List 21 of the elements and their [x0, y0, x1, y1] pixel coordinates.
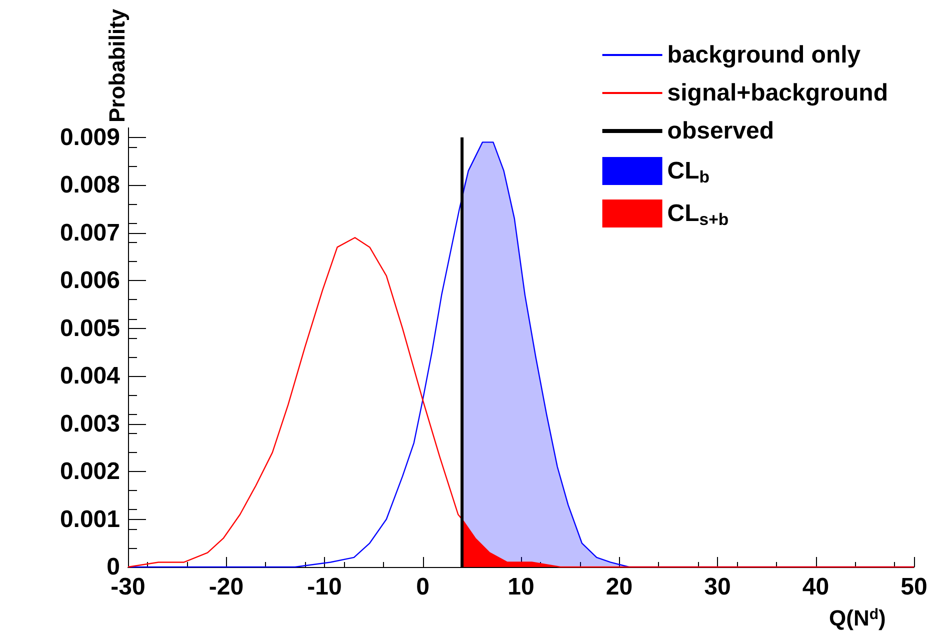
- y-tick-label: 0.001: [60, 506, 120, 533]
- y-tick-label: 0.008: [60, 172, 120, 199]
- x-tick-label: -10: [307, 574, 342, 600]
- y-tick-label: 0.003: [60, 410, 120, 438]
- y-tick-label: 0.007: [60, 219, 120, 246]
- y-axis-title: Probability: [104, 8, 130, 123]
- y-tick-label: 0.006: [60, 267, 120, 294]
- x-tick-label: -20: [208, 574, 244, 600]
- x-tick-label: 20: [606, 574, 633, 600]
- legend-label: observed: [667, 118, 774, 144]
- legend-label: background only: [667, 42, 862, 68]
- legend-label: signal+background: [667, 80, 888, 106]
- y-tick-label: 0.004: [60, 362, 121, 390]
- x-tick-label: 40: [802, 574, 830, 600]
- x-tick-label: 50: [900, 574, 928, 600]
- x-tick-label: 10: [508, 574, 534, 600]
- y-tick-label: 0.009: [60, 124, 120, 151]
- y-tick-label: 0.005: [60, 314, 120, 342]
- y-tick-label: 0.002: [60, 458, 120, 486]
- x-tick-label: 30: [704, 574, 731, 600]
- x-tick-label: 0: [416, 574, 430, 600]
